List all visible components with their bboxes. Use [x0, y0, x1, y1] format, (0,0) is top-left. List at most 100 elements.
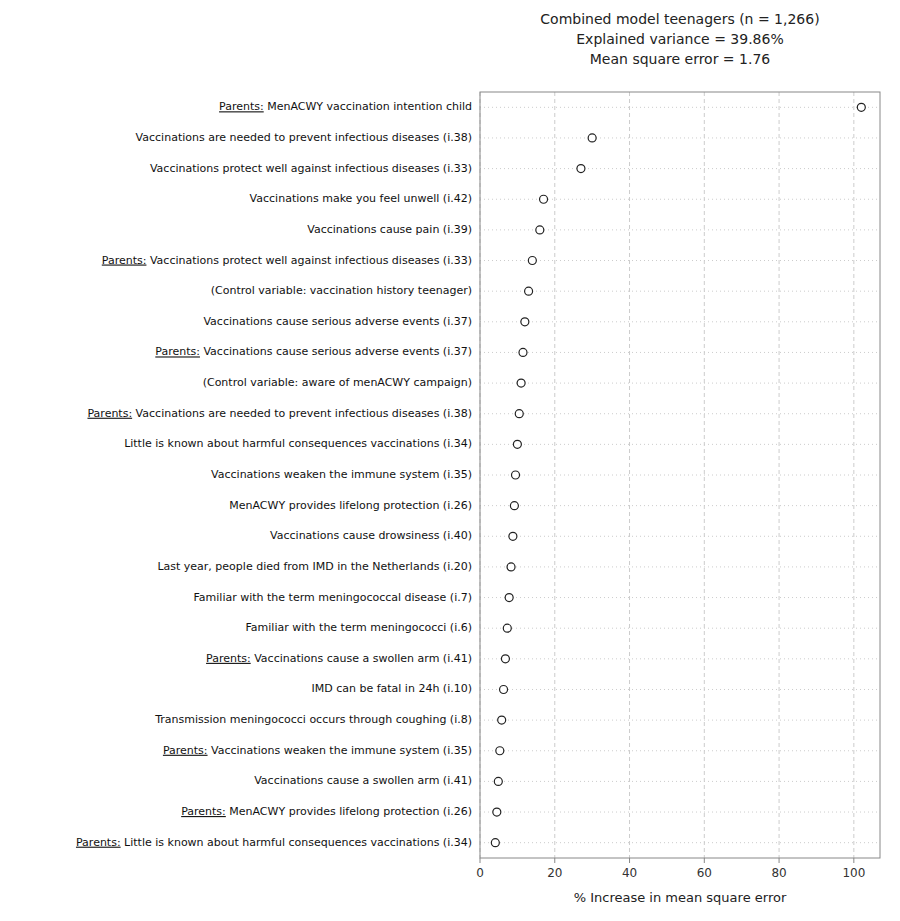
grid-line [554, 92, 555, 858]
underlined-prefix: Parents: [102, 254, 147, 267]
category-label: Parents: Vaccinations cause serious adve… [155, 345, 472, 358]
title: Explained variance = 39.86% [576, 31, 783, 47]
dot [513, 440, 521, 448]
tick [480, 858, 481, 863]
row-line [480, 597, 880, 598]
category-label: Parents: Vaccinations are needed to prev… [87, 407, 472, 420]
category-label: Vaccinations cause drowsiness (i.40) [270, 529, 472, 542]
dot [510, 502, 518, 510]
underlined-prefix: Parents: [76, 836, 121, 849]
grid-line [629, 92, 630, 858]
dot [536, 226, 544, 234]
row-line [480, 260, 880, 261]
category-label: Vaccinations are needed to prevent infec… [136, 131, 472, 144]
row-line [480, 321, 880, 322]
dot [500, 685, 508, 693]
chart: Combined model teenagers (n = 1,266) Expl… [0, 0, 900, 921]
row-line [480, 505, 880, 506]
label-rest: MenACWY provides lifelong protection (i.… [226, 805, 472, 818]
dot [507, 563, 515, 571]
dot [521, 318, 529, 326]
title: Mean square error = 1.76 [590, 51, 771, 67]
row-line [480, 291, 880, 292]
underlined-prefix: Parents: [163, 744, 208, 757]
tick-label: 60 [697, 866, 712, 880]
tick [704, 858, 705, 863]
underlined-prefix: Parents: [181, 805, 226, 818]
dot [493, 808, 501, 816]
dot [503, 624, 511, 632]
underlined-prefix: Parents: [155, 345, 200, 358]
plot-frame [480, 92, 880, 858]
row-line [480, 383, 880, 384]
dot [519, 348, 527, 356]
label-rest: Vaccinations cause serious adverse event… [200, 345, 472, 358]
dot [496, 747, 504, 755]
title: Combined model teenagers (n = 1,266) [540, 11, 819, 27]
category-label: Vaccinations cause a swollen arm (i.41) [254, 774, 472, 787]
dot [512, 471, 520, 479]
category-label: Vaccinations make you feel unwell (i.42) [250, 192, 472, 205]
dot [540, 195, 548, 203]
row-line [480, 812, 880, 813]
tick-label: 0 [476, 866, 484, 880]
category-label: Vaccinations cause pain (i.39) [307, 223, 472, 236]
category-label: Familiar with the term meningococci (i.6… [246, 621, 472, 634]
tick-label: 80 [771, 866, 786, 880]
category-label: Parents: Vaccinations weaken the immune … [163, 744, 472, 757]
x-axis: 0 20 40 60 80 100 [476, 858, 865, 880]
row-line [480, 628, 880, 629]
category-labels: Parents: MenACWY vaccination intention c… [76, 100, 472, 848]
tick [779, 858, 780, 863]
grid-line [853, 92, 854, 858]
tick [554, 858, 555, 863]
underlined-prefix: Parents: [87, 407, 132, 420]
grid [480, 92, 880, 858]
dots [491, 103, 865, 846]
category-label: Parents: Little is known about harmful c… [76, 836, 472, 849]
label-rest: Vaccinations protect well against infect… [146, 254, 472, 267]
category-label: Vaccinations cause serious adverse event… [203, 315, 472, 328]
category-label: Parents: MenACWY vaccination intention c… [219, 100, 472, 113]
row-line [480, 444, 880, 445]
row-line [480, 475, 880, 476]
label-rest: MenACWY vaccination intention child [264, 100, 472, 113]
category-label: MenACWY provides lifelong protection (i.… [229, 499, 472, 512]
row-line [480, 413, 880, 414]
category-label: Transmission meningococci occurs through… [154, 713, 472, 726]
underlined-prefix: Parents: [219, 100, 264, 113]
label-rest: Little is known about harmful consequenc… [121, 836, 472, 849]
row-line [480, 137, 880, 138]
row-line [480, 107, 880, 108]
dot [498, 716, 506, 724]
dot [505, 594, 513, 602]
tick-label: 100 [842, 866, 865, 880]
tick-label: 20 [547, 866, 562, 880]
category-label: Vaccinations protect well against infect… [150, 162, 472, 175]
row-line [480, 720, 880, 721]
tick [629, 858, 630, 863]
dot [588, 134, 596, 142]
dot [577, 165, 585, 173]
row-line [480, 750, 880, 751]
category-label: Parents: Vaccinations protect well again… [102, 254, 472, 267]
dot [515, 410, 523, 418]
category-label: Vaccinations weaken the immune system (i… [211, 468, 472, 481]
row-line [480, 781, 880, 782]
row-line [480, 658, 880, 659]
row-line [480, 536, 880, 537]
tick-label: 40 [622, 866, 637, 880]
row-line [480, 566, 880, 567]
dot [525, 287, 533, 295]
dot [509, 532, 517, 540]
category-label: Parents: Vaccinations cause a swollen ar… [206, 652, 472, 665]
category-label: IMD can be fatal in 24h (i.10) [311, 682, 472, 695]
dot [857, 103, 865, 111]
label-rest: Vaccinations are needed to prevent infec… [132, 407, 472, 420]
dot [528, 257, 536, 265]
dot [501, 655, 509, 663]
category-label: Familiar with the term meningococcal dis… [194, 591, 472, 604]
grid-line [779, 92, 780, 858]
dot [517, 379, 525, 387]
row-line [480, 689, 880, 690]
